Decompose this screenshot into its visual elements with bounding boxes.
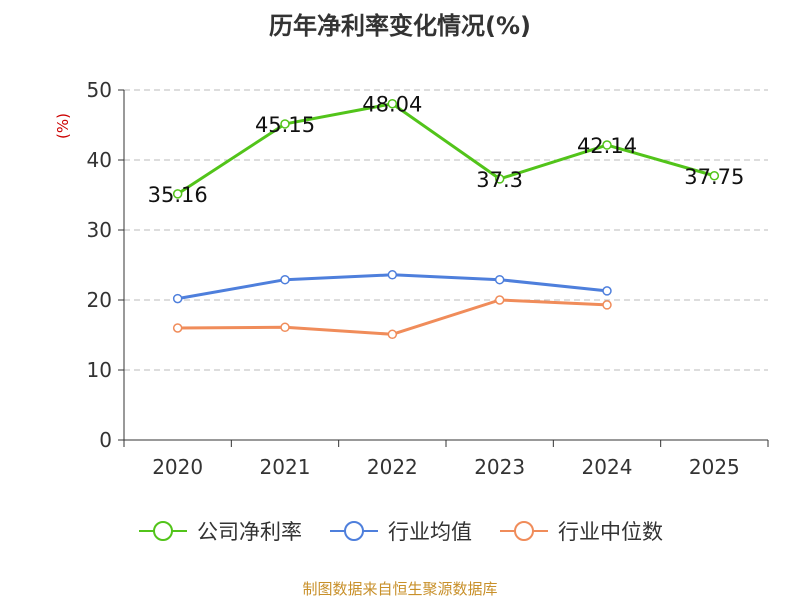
y-tick-label: 20 xyxy=(87,288,112,312)
data-label: 45.15 xyxy=(255,113,315,137)
x-tick-label: 2023 xyxy=(474,455,525,479)
data-point xyxy=(172,293,183,304)
legend-marker-icon xyxy=(330,521,378,541)
y-tick-label: 0 xyxy=(99,428,112,452)
chart-title: 历年净利率变化情况(%) xyxy=(269,12,531,40)
legend-label: 行业均值 xyxy=(388,520,472,544)
data-label: 37.3 xyxy=(476,168,523,192)
data-point xyxy=(709,171,720,181)
series-line xyxy=(177,298,608,336)
source-note: 制图数据来自恒生聚源数据库 xyxy=(302,580,498,598)
legend-marker-icon xyxy=(500,521,548,541)
data-label: 37.75 xyxy=(684,165,744,189)
data-point xyxy=(602,286,612,296)
y-axis-label: (%) xyxy=(54,113,72,139)
data-point xyxy=(494,295,505,305)
legend: 公司净利率 行业均值 行业中位数 xyxy=(0,516,800,546)
data-point xyxy=(172,323,183,333)
x-tick-label: 2024 xyxy=(582,455,633,479)
legend-item[interactable]: 公司净利率 xyxy=(137,516,302,546)
data-point xyxy=(602,140,612,150)
x-tick-label: 2025 xyxy=(689,455,740,479)
data-point xyxy=(494,274,505,285)
y-tick-label: 30 xyxy=(87,218,112,242)
data-point xyxy=(280,119,290,129)
data-point xyxy=(387,98,398,109)
y-tick-label: 10 xyxy=(87,358,112,382)
data-point xyxy=(280,322,290,333)
data-point xyxy=(602,300,612,310)
data-labels: 35.16 45.15 48.04 37.3 42.14 37.75 xyxy=(148,93,745,207)
data-label: 42.14 xyxy=(577,134,637,158)
data-point xyxy=(280,274,290,285)
x-tick-label: 2022 xyxy=(367,455,418,479)
data-label: 48.04 xyxy=(362,93,422,117)
data-point xyxy=(387,329,398,340)
data-point xyxy=(172,189,183,199)
legend-item[interactable]: 行业中位数 xyxy=(498,516,663,546)
y-tick-label: 50 xyxy=(87,78,112,102)
legend-item[interactable]: 行业均值 xyxy=(328,516,472,546)
axes: 0 10 20 30 40 50 2020 2021 2022 2023 2024 2025 (%) xyxy=(54,78,769,479)
data-label: 35.16 xyxy=(148,183,208,207)
series-line xyxy=(176,102,715,196)
legend-label: 行业中位数 xyxy=(558,520,663,544)
data-point xyxy=(494,174,505,184)
x-tick-label: 2020 xyxy=(152,455,203,479)
y-tick-label: 40 xyxy=(87,148,112,172)
data-point xyxy=(387,270,398,280)
legend-label: 公司净利率 xyxy=(197,520,302,544)
series-lines xyxy=(172,98,720,340)
legend-marker-icon xyxy=(139,521,187,541)
x-tick-label: 2021 xyxy=(260,455,311,479)
grid-lines xyxy=(124,89,768,371)
